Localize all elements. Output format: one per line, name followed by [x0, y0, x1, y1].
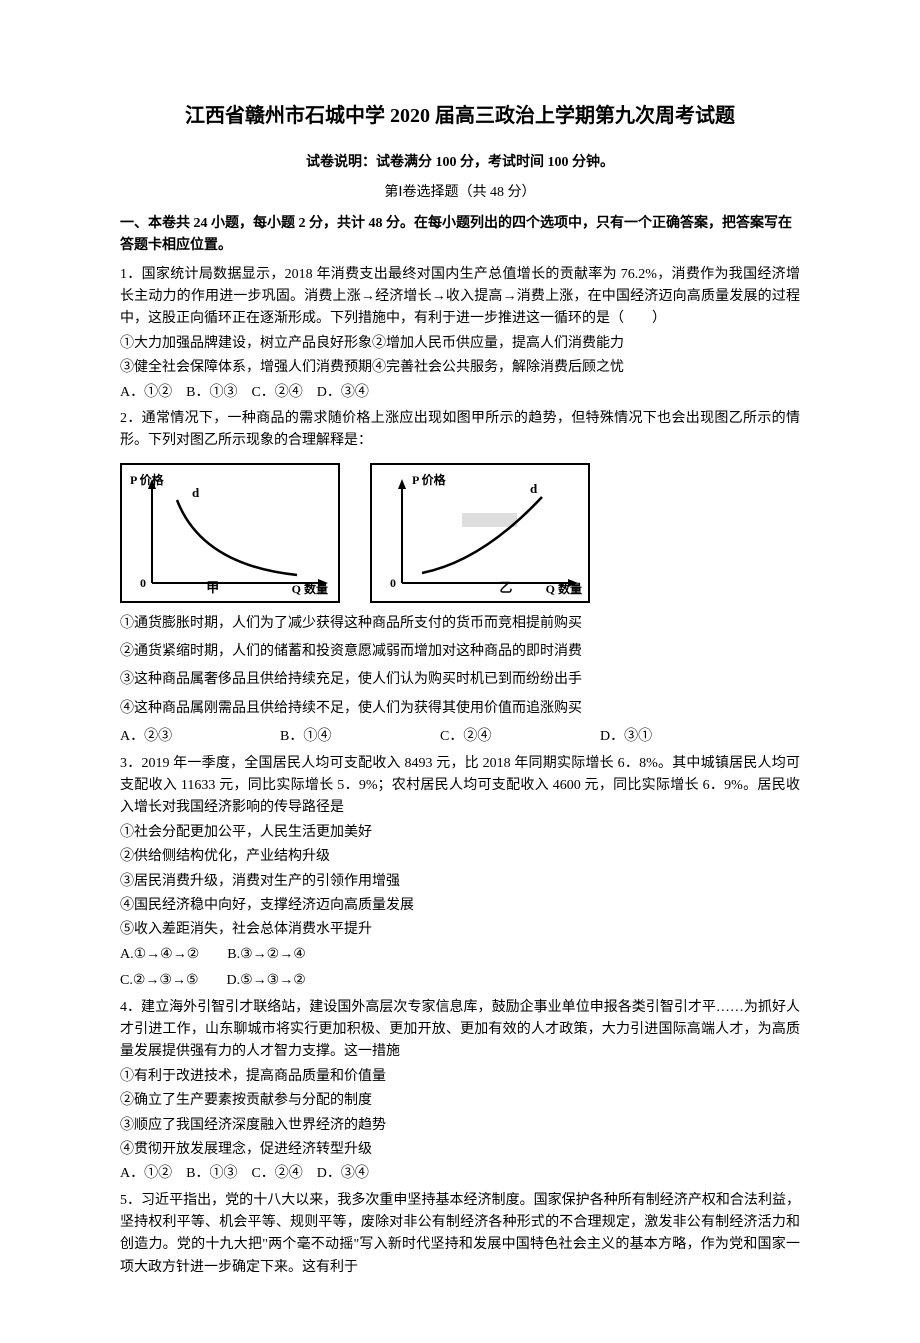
q4-opt2: ②确立了生产要素按贡献参与分配的制度: [120, 1090, 800, 1112]
chart2-xlabel: Q 数量: [546, 580, 582, 599]
q4-options: A．①② B．①③ C．②④ D．③④: [120, 1163, 800, 1185]
chart1-name: 甲: [206, 578, 219, 599]
q3-text: 3．2019 年一季度，全国居民人均可支配收入 8493 元，比 2018 年同…: [120, 753, 800, 820]
question-5: 5．习近平指出，党的十八大以来，我多次重申坚持基本经济制度。国家保护各种所有制经…: [120, 1190, 800, 1280]
chart2-curve-label: d: [530, 479, 537, 500]
question-1: 1．国家统计局数据显示，2018 年消费支出最终对国内生产总值增长的贡献率为 7…: [120, 264, 800, 404]
exam-title: 江西省赣州市石城中学 2020 届高三政治上学期第九次周考试题: [120, 100, 800, 132]
q4-text: 4．建立海外引智引才联络站，建设国外高层次专家信息库，鼓励企事业单位申报各类引智…: [120, 997, 800, 1064]
chart1-xlabel: Q 数量: [292, 580, 328, 599]
q2-opt3: ③这种商品属奢侈品且供给持续充足，使人们认为购买时机已到而纷纷出手: [120, 669, 800, 691]
q3-opt2: ②供给侧结构优化，产业结构升级: [120, 846, 800, 868]
chart2-origin: 0: [390, 574, 396, 593]
q1-text: 1．国家统计局数据显示，2018 年消费支出最终对国内生产总值增长的贡献率为 7…: [120, 264, 800, 331]
q2-opt-c: C．②④: [440, 726, 600, 748]
q3-opt4: ④国民经济稳中向好，支撑经济迈向高质量发展: [120, 895, 800, 917]
q3-options-ab: A.①→④→② B.③→②→④: [120, 944, 800, 966]
q2-text: 2．通常情况下，一种商品的需求随价格上涨应出现如图甲所示的趋势，但特殊情况下也会…: [120, 408, 800, 453]
question-2: 2．通常情况下，一种商品的需求随价格上涨应出现如图甲所示的趋势，但特殊情况下也会…: [120, 408, 800, 749]
q4-opt1: ①有利于改进技术，提高商品质量和价值量: [120, 1066, 800, 1088]
q1-opt-line2: ③健全社会保障体系，增强人们消费预期④完善社会公共服务，解除消费后顾之忧: [120, 357, 800, 379]
q3-opt1: ①社会分配更加公平，人民生活更加美好: [120, 822, 800, 844]
q2-opt-d: D．③①: [600, 726, 760, 748]
q2-options: A．②③ B．①④ C．②④ D．③①: [120, 726, 800, 748]
q2-opt-b: B．①④: [280, 726, 440, 748]
q4-opt3: ③顺应了我国经济深度融入世界经济的趋势: [120, 1115, 800, 1137]
q2-opt4: ④这种商品属刚需品且供给持续不足，使人们为获得其使用价值而追涨购买: [120, 698, 800, 720]
section-label: 第Ⅰ卷选择题（共 48 分）: [120, 182, 800, 204]
question-4: 4．建立海外引智引才联络站，建设国外高层次专家信息库，鼓励企事业单位申报各类引智…: [120, 997, 800, 1186]
q1-options: A．①② B．①③ C．②④ D．③④: [120, 382, 800, 404]
exam-subtitle: 试卷说明：试卷满分 100 分，考试时间 100 分钟。: [120, 152, 800, 174]
chart2-ylabel: P 价格: [412, 471, 446, 490]
chart1-origin: 0: [140, 574, 146, 593]
chart-yi: P 价格 0 d 乙 Q 数量: [370, 463, 590, 603]
q2-opt-a: A．②③: [120, 726, 280, 748]
q5-text: 5．习近平指出，党的十八大以来，我多次重申坚持基本经济制度。国家保护各种所有制经…: [120, 1190, 800, 1280]
q1-opt-line1: ①大力加强品牌建设，树立产品良好形象②增加人民币供应量，提高人们消费能力: [120, 333, 800, 355]
instructions: 一、本卷共 24 小题，每小题 2 分，共计 48 分。在每小题列出的四个选项中…: [120, 213, 800, 258]
q4-opt4: ④贯彻开放发展理念，促进经济转型升级: [120, 1139, 800, 1161]
question-3: 3．2019 年一季度，全国居民人均可支配收入 8493 元，比 2018 年同…: [120, 753, 800, 993]
chart-jia: P 价格 0 d 甲 Q 数量: [120, 463, 340, 603]
q3-opt3: ③居民消费升级，消费对生产的引领作用增强: [120, 871, 800, 893]
chart2-name: 乙: [499, 578, 512, 599]
chart1-curve-label: d: [192, 483, 199, 504]
q3-options-cd: C.②→③→⑤ D.⑤→③→②: [120, 970, 800, 992]
chart-container: P 价格 0 d 甲 Q 数量 P 价格 0 d 乙 Q 数量: [120, 463, 800, 603]
q3-opt5: ⑤收入差距消失，社会总体消费水平提升: [120, 919, 800, 941]
q2-opt2: ②通货紧缩时期，人们的储蓄和投资意愿减弱而增加对这种商品的即时消费: [120, 641, 800, 663]
chart1-ylabel: P 价格: [130, 471, 164, 490]
q2-opt1: ①通货膨胀时期，人们为了减少获得这种商品所支付的货币而竞相提前购买: [120, 613, 800, 635]
